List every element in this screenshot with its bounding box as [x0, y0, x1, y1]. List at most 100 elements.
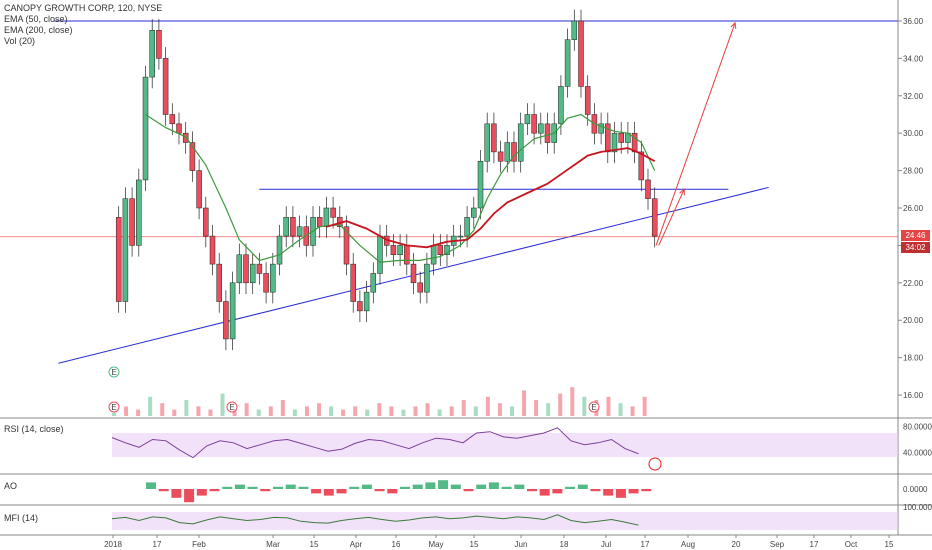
ao-bar	[514, 484, 525, 489]
volume-bar	[304, 406, 309, 416]
candle-body	[256, 263, 263, 274]
ao-bar	[349, 486, 360, 489]
candle-body	[323, 207, 330, 227]
time-tick-label: Jul	[601, 540, 611, 549]
candle-body	[584, 86, 591, 115]
ao-bar	[196, 489, 207, 496]
volume-bar	[630, 406, 635, 416]
candle-body	[370, 273, 377, 293]
price-tick-label: 16.00	[903, 391, 924, 400]
ao-bar	[184, 489, 195, 503]
volume-bar	[437, 409, 442, 416]
volume-bar	[148, 396, 153, 416]
volume-bar	[256, 409, 261, 416]
volume-bar	[244, 403, 249, 416]
candle-body	[404, 245, 410, 265]
symbol-title[interactable]: CANOPY GROWTH CORP, 120, NYSE	[4, 3, 163, 13]
ema200-line	[326, 147, 656, 249]
ao-bar	[577, 484, 588, 489]
candle-body	[464, 217, 470, 237]
candle-body	[605, 123, 611, 153]
volume-bar	[329, 406, 334, 416]
ao-bar	[311, 489, 322, 494]
time-tick-label: Jun	[515, 540, 528, 549]
candle-body	[377, 235, 383, 274]
candle-body	[598, 123, 604, 134]
candle-body	[357, 301, 363, 312]
volume-bar	[377, 403, 382, 416]
ao-bar	[438, 480, 449, 489]
volume-bar	[546, 403, 551, 416]
projection-arrow-long	[655, 22, 736, 246]
ao-bar	[247, 486, 258, 489]
volume-bar	[353, 406, 358, 416]
ao-bar	[146, 482, 156, 489]
candle-body	[189, 142, 196, 171]
candle-body	[330, 207, 336, 218]
candle-body	[504, 142, 511, 162]
time-tick-label: 16	[392, 540, 401, 549]
volume-bar	[220, 393, 225, 416]
candle-body	[538, 123, 544, 134]
price-tick-label: 18.00	[903, 354, 924, 363]
legend: CANOPY GROWTH CORP, 120, NYSE EMA (50, c…	[4, 3, 162, 47]
volume-bar	[570, 387, 575, 416]
candle-body	[122, 198, 129, 302]
volume-bar	[461, 400, 466, 416]
candle-body	[229, 282, 236, 340]
volume-bar	[268, 406, 273, 416]
volume-bar	[341, 409, 346, 416]
candle-body	[136, 179, 142, 246]
volume-bar	[184, 400, 189, 416]
ao-pane-label[interactable]: AO	[4, 481, 18, 491]
indicator-ema200-label[interactable]: EMA (200, close)	[4, 25, 73, 35]
mfi-band	[112, 512, 898, 530]
volume-bar	[582, 396, 587, 416]
ao-bar	[628, 489, 639, 494]
countdown-tag: 34:02	[901, 242, 930, 253]
ao-bar	[463, 489, 474, 492]
time-tick-label: 17	[810, 540, 819, 549]
candle-body	[611, 132, 618, 153]
candle-body	[511, 142, 517, 162]
candle-body	[524, 114, 531, 125]
time-tick-label: 15	[310, 540, 319, 549]
time-tick-label: 15	[470, 540, 479, 549]
time-tick-label: 20	[732, 540, 741, 549]
volume-bar	[642, 396, 647, 416]
volume-bar	[196, 406, 201, 416]
rsi-pane-label[interactable]: RSI (14, close)	[4, 424, 64, 434]
candle-body	[417, 282, 423, 293]
ao-bar	[400, 486, 410, 489]
time-tick-label: Aug	[681, 540, 695, 549]
mfi-pane-label[interactable]: MFI (14)	[4, 513, 39, 523]
candle-body	[343, 226, 350, 265]
candle-body	[471, 207, 477, 218]
earnings-marker-icon	[226, 401, 238, 413]
price-tick-label: 22.00	[903, 279, 924, 288]
candle-body	[531, 114, 537, 134]
candle-body	[249, 263, 256, 284]
candle-body	[558, 86, 564, 125]
ao-bar	[260, 489, 271, 492]
volume-bar	[522, 390, 527, 416]
ao-bar	[641, 489, 652, 492]
time-tick-label: 2018	[104, 540, 122, 549]
ao-bar	[412, 484, 423, 489]
ao-bar	[323, 489, 334, 496]
volume-bar	[606, 396, 611, 416]
price-tick-label: 26.00	[903, 204, 924, 213]
indicator-volume-label[interactable]: Vol (20)	[4, 36, 36, 46]
ao-bar	[590, 489, 601, 492]
indicator-ema50-label[interactable]: EMA (50, close)	[4, 14, 68, 24]
ao-bar	[285, 484, 296, 489]
candle-body	[571, 20, 578, 40]
projection-arrow-short-head	[679, 188, 685, 196]
volume-bar	[558, 393, 563, 416]
earnings-marker-label: E	[111, 403, 116, 412]
volume-bar	[365, 409, 370, 416]
ao-bar	[374, 489, 385, 492]
ao-bar	[615, 489, 626, 498]
candle-body	[410, 263, 417, 284]
